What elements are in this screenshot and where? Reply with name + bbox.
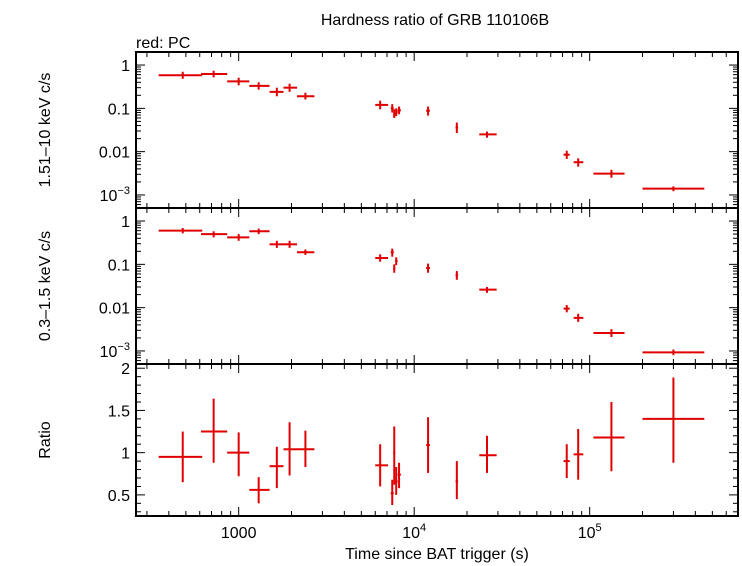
tick-label-exponent: −3: [117, 185, 130, 197]
y-tick-label: 1: [121, 214, 130, 231]
data-point: [283, 422, 298, 476]
panel-hard-band: 1 0.1 0.01 10−3 1.51–10 keV c/s: [37, 51, 739, 209]
chart-subtitle: red: PC: [136, 35, 190, 52]
data-point: [375, 254, 389, 262]
tick-label: 10−3: [100, 185, 130, 205]
data-point: [297, 249, 315, 255]
data-point: [397, 462, 401, 489]
data-point: [249, 477, 270, 504]
panel-soft-band: 1 0.1 0.01 10−3 0.3–1.5 keV c/s: [37, 207, 739, 365]
data-point: [395, 108, 398, 117]
data-point: [642, 349, 705, 356]
y-tick-label: 0.1: [108, 101, 130, 118]
data-point: [397, 106, 401, 115]
data-point: [375, 100, 389, 110]
data-point: [395, 257, 398, 266]
data-point: [573, 429, 584, 480]
data-point: [455, 271, 459, 280]
data-point: [249, 82, 270, 90]
data-point: [269, 446, 284, 489]
y-tick-label: 0.1: [108, 257, 130, 274]
data-point: [390, 104, 394, 113]
x-tick-label: 1000: [221, 525, 257, 542]
y-axis-label: 1.51–10 keV c/s: [37, 73, 54, 188]
tick-label-base: 10: [100, 344, 118, 361]
y-tick-label: 1: [121, 446, 130, 463]
panel-ratio: 2 1.5 1 0.5 Ratio: [37, 361, 739, 517]
tick-label-base: 10: [402, 525, 420, 542]
tick-label-base: 10: [578, 525, 596, 542]
data-point: [393, 109, 396, 118]
data-point: [593, 402, 625, 472]
data-point: [200, 70, 228, 78]
data-point: [393, 426, 396, 485]
data-point: [563, 305, 570, 313]
data-point: [158, 431, 203, 483]
y-tick-label: 0.01: [99, 145, 130, 162]
data-point: [479, 131, 497, 138]
data-point: [479, 435, 497, 473]
y-tick-label: 0.01: [99, 301, 130, 318]
data-point: [227, 432, 250, 477]
tick-label: 10−3: [100, 341, 130, 361]
data-point: [200, 231, 228, 238]
data-point: [563, 150, 570, 159]
chart-title: Hardness ratio of GRB 110106B: [321, 12, 549, 29]
data-point: [158, 71, 203, 79]
y-axis-label: 0.3–1.5 keV c/s: [37, 231, 54, 341]
data-point: [249, 228, 270, 235]
data-point: [297, 92, 315, 100]
data-point: [395, 467, 398, 495]
panel-frame: [135, 51, 739, 209]
data-point: [390, 248, 394, 257]
data-point: [455, 461, 459, 500]
x-axis-label: Time since BAT trigger (s): [345, 546, 529, 563]
tick-label-exponent: 4: [420, 522, 426, 534]
y-tick-label: 1.5: [108, 403, 130, 420]
data-point: [426, 263, 430, 273]
data-point: [269, 240, 284, 248]
data-point: [426, 417, 430, 473]
data-point: [593, 169, 625, 178]
data-point: [642, 186, 705, 192]
panel-frame: [135, 207, 739, 365]
data-point: [227, 77, 250, 86]
data-point: [393, 264, 396, 273]
data-point: [479, 286, 497, 293]
y-axis-label: Ratio: [37, 421, 54, 458]
data-point: [283, 240, 298, 248]
data-point: [269, 87, 284, 97]
data-point: [563, 444, 570, 478]
tick-label-base: 10: [100, 188, 118, 205]
y-tick-label: 1: [121, 58, 130, 75]
data-point: [297, 430, 315, 468]
data-point: [426, 106, 430, 116]
y-tick-label: 0.5: [108, 488, 130, 505]
data-point: [283, 83, 298, 92]
data-point: [227, 234, 250, 241]
panel-frame: [135, 363, 739, 517]
data-point: [390, 479, 394, 506]
data-point: [642, 377, 705, 463]
data-point: [375, 444, 389, 487]
tick-label-exponent: −3: [117, 341, 130, 353]
tick-label: 105: [578, 522, 602, 542]
data-point: [200, 398, 228, 463]
tick-label: 104: [402, 522, 426, 542]
data-point: [573, 313, 584, 322]
x-tick-labels: 1000 104 105: [221, 522, 602, 542]
tick-label-exponent: 5: [596, 522, 602, 534]
data-point: [593, 329, 625, 338]
y-tick-label: 2: [121, 361, 130, 378]
data-point: [158, 228, 203, 234]
data-point: [455, 122, 459, 133]
data-point: [573, 158, 584, 167]
